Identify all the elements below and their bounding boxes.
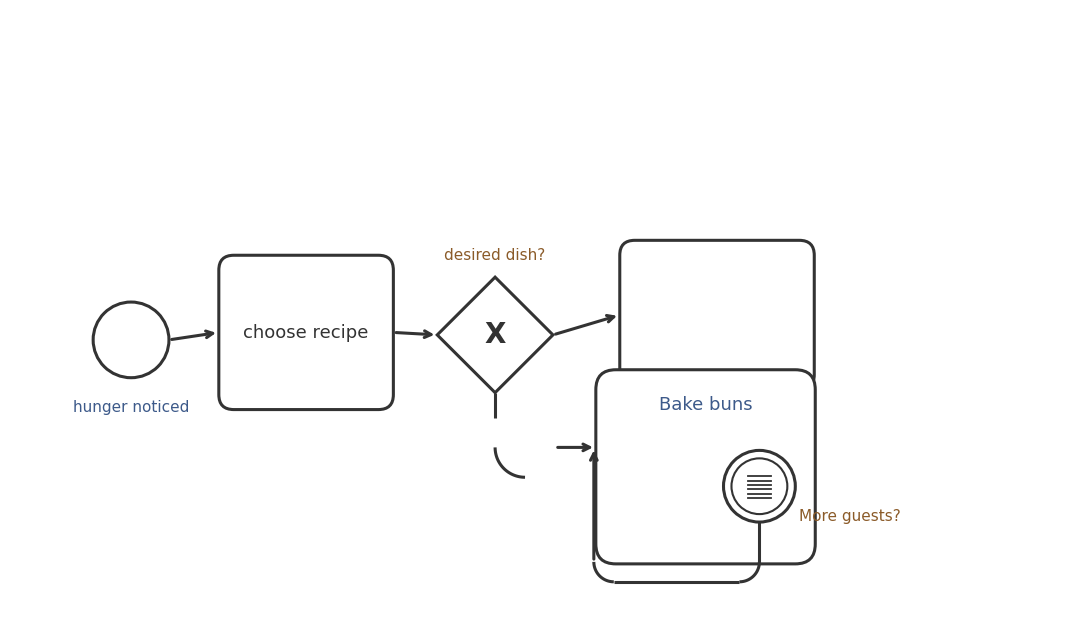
FancyBboxPatch shape <box>596 370 815 564</box>
FancyBboxPatch shape <box>619 240 814 389</box>
Text: desired dish?: desired dish? <box>445 249 546 263</box>
Circle shape <box>93 302 168 377</box>
Text: Bake buns: Bake buns <box>659 396 753 414</box>
Polygon shape <box>437 277 553 393</box>
Text: choose recipe: choose recipe <box>243 324 368 342</box>
Text: hunger noticed: hunger noticed <box>72 399 190 414</box>
Circle shape <box>724 450 795 522</box>
Circle shape <box>731 458 788 514</box>
Text: X: X <box>484 321 505 349</box>
Text: More guests?: More guests? <box>800 509 901 524</box>
FancyBboxPatch shape <box>219 255 393 409</box>
